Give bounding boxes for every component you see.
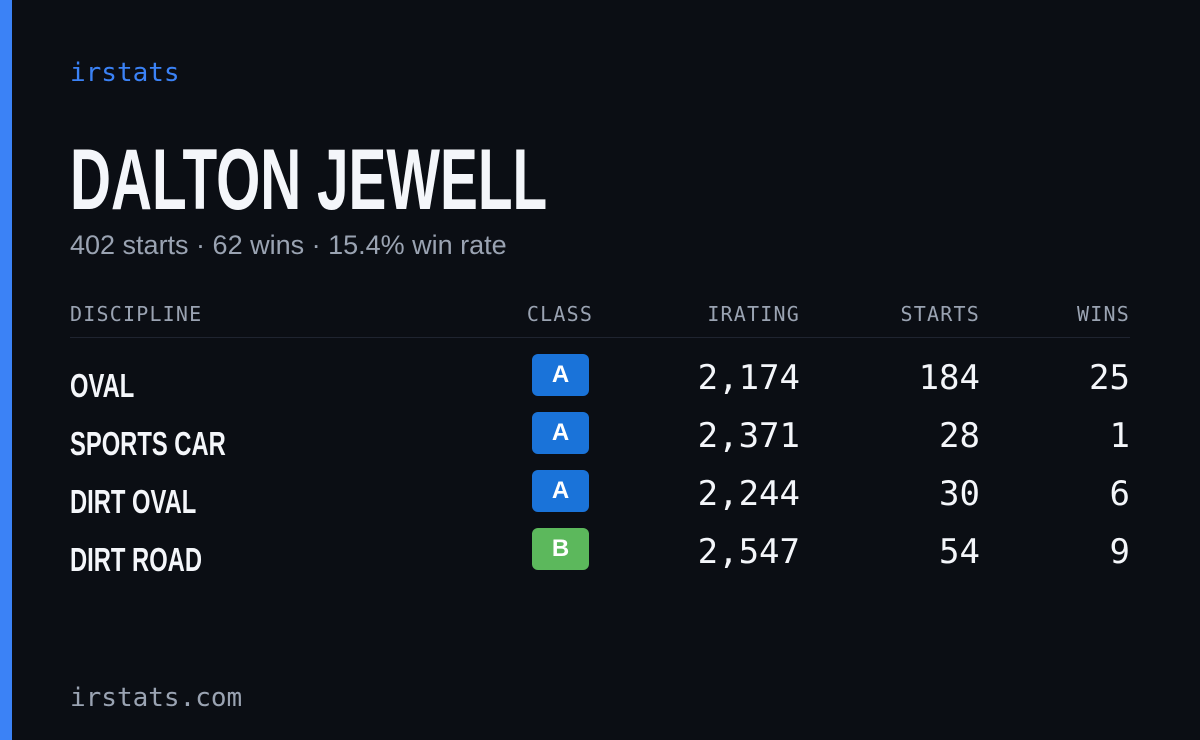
header-wins: WINS	[1077, 302, 1130, 326]
irating: 2,174	[697, 358, 800, 398]
wins: 9	[1109, 532, 1130, 572]
irating: 2,244	[697, 474, 800, 514]
footer-url: irstats.com	[70, 683, 243, 713]
starts: 30	[939, 474, 980, 514]
wins: 1	[1109, 416, 1130, 456]
discipline: SPORTS CAR	[70, 425, 226, 462]
starts: 184	[918, 358, 980, 398]
header-class: CLASS	[526, 302, 594, 326]
starts: 28	[939, 416, 980, 456]
header-discipline: DISCIPLINE	[70, 302, 203, 326]
accent-bar	[0, 0, 12, 740]
irating: 2,547	[697, 532, 800, 572]
class-badge: A	[532, 470, 589, 512]
class-badge: A	[532, 412, 589, 454]
class-badge: B	[532, 528, 589, 570]
discipline: DIRT OVAL	[70, 483, 197, 520]
class-badge: A	[532, 354, 589, 396]
irating: 2,371	[697, 416, 800, 456]
summary: 402 starts · 62 wins · 15.4% win rate	[70, 230, 507, 260]
starts: 54	[939, 532, 980, 572]
discipline: DIRT ROAD	[70, 541, 202, 578]
player-name: DALTON JEWELL	[70, 132, 548, 228]
divider	[70, 337, 1130, 338]
discipline: OVAL	[70, 367, 135, 404]
brand: irstats	[70, 58, 180, 88]
wins: 25	[1089, 358, 1130, 398]
header-irating: IRATING	[707, 302, 800, 326]
header-starts: STARTS	[900, 302, 980, 326]
wins: 6	[1109, 474, 1130, 514]
